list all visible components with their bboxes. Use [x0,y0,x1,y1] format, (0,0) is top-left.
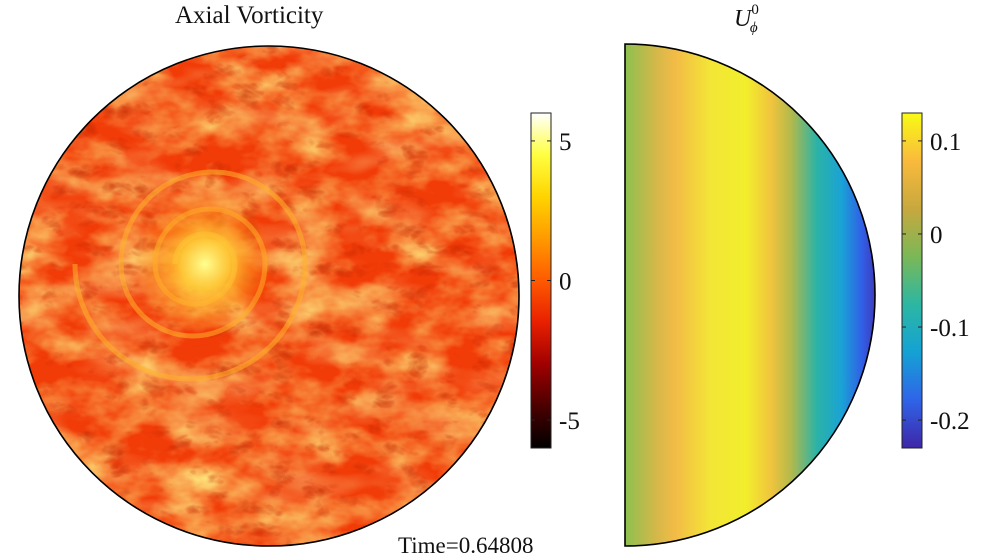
u-phi-symbol: U [734,6,752,32]
vorticity-colorbar-tick-label: 5 [559,129,572,156]
u-phi-colorbar-tick-label: 0 [930,222,943,249]
vorticity-disk [18,45,520,547]
u-phi-colorbar-tick-label: -0.2 [930,408,970,435]
axial-vorticity-title: Axial Vorticity [175,2,324,29]
u-phi-title: U0 ϕ [734,2,759,37]
u-phi-colorbar-tick-label: 0.1 [930,129,961,156]
u-phi-superscript: 0 [751,2,759,18]
vorticity-colorbar-tick-label: 0 [559,269,572,296]
u-phi-colorbar-tick-label: -0.1 [930,315,970,342]
vorticity-colorbar-tick-label: -5 [559,408,580,435]
u-phi-halfdisk [624,43,876,547]
u-phi-colorbar: 0.1 0 -0.1 -0.2 [901,112,970,449]
u-phi-subscript: ϕ [749,20,758,36]
time-label: Time=0.64808 [398,533,534,558]
vorticity-colorbar: 5 0 -5 [530,112,580,449]
